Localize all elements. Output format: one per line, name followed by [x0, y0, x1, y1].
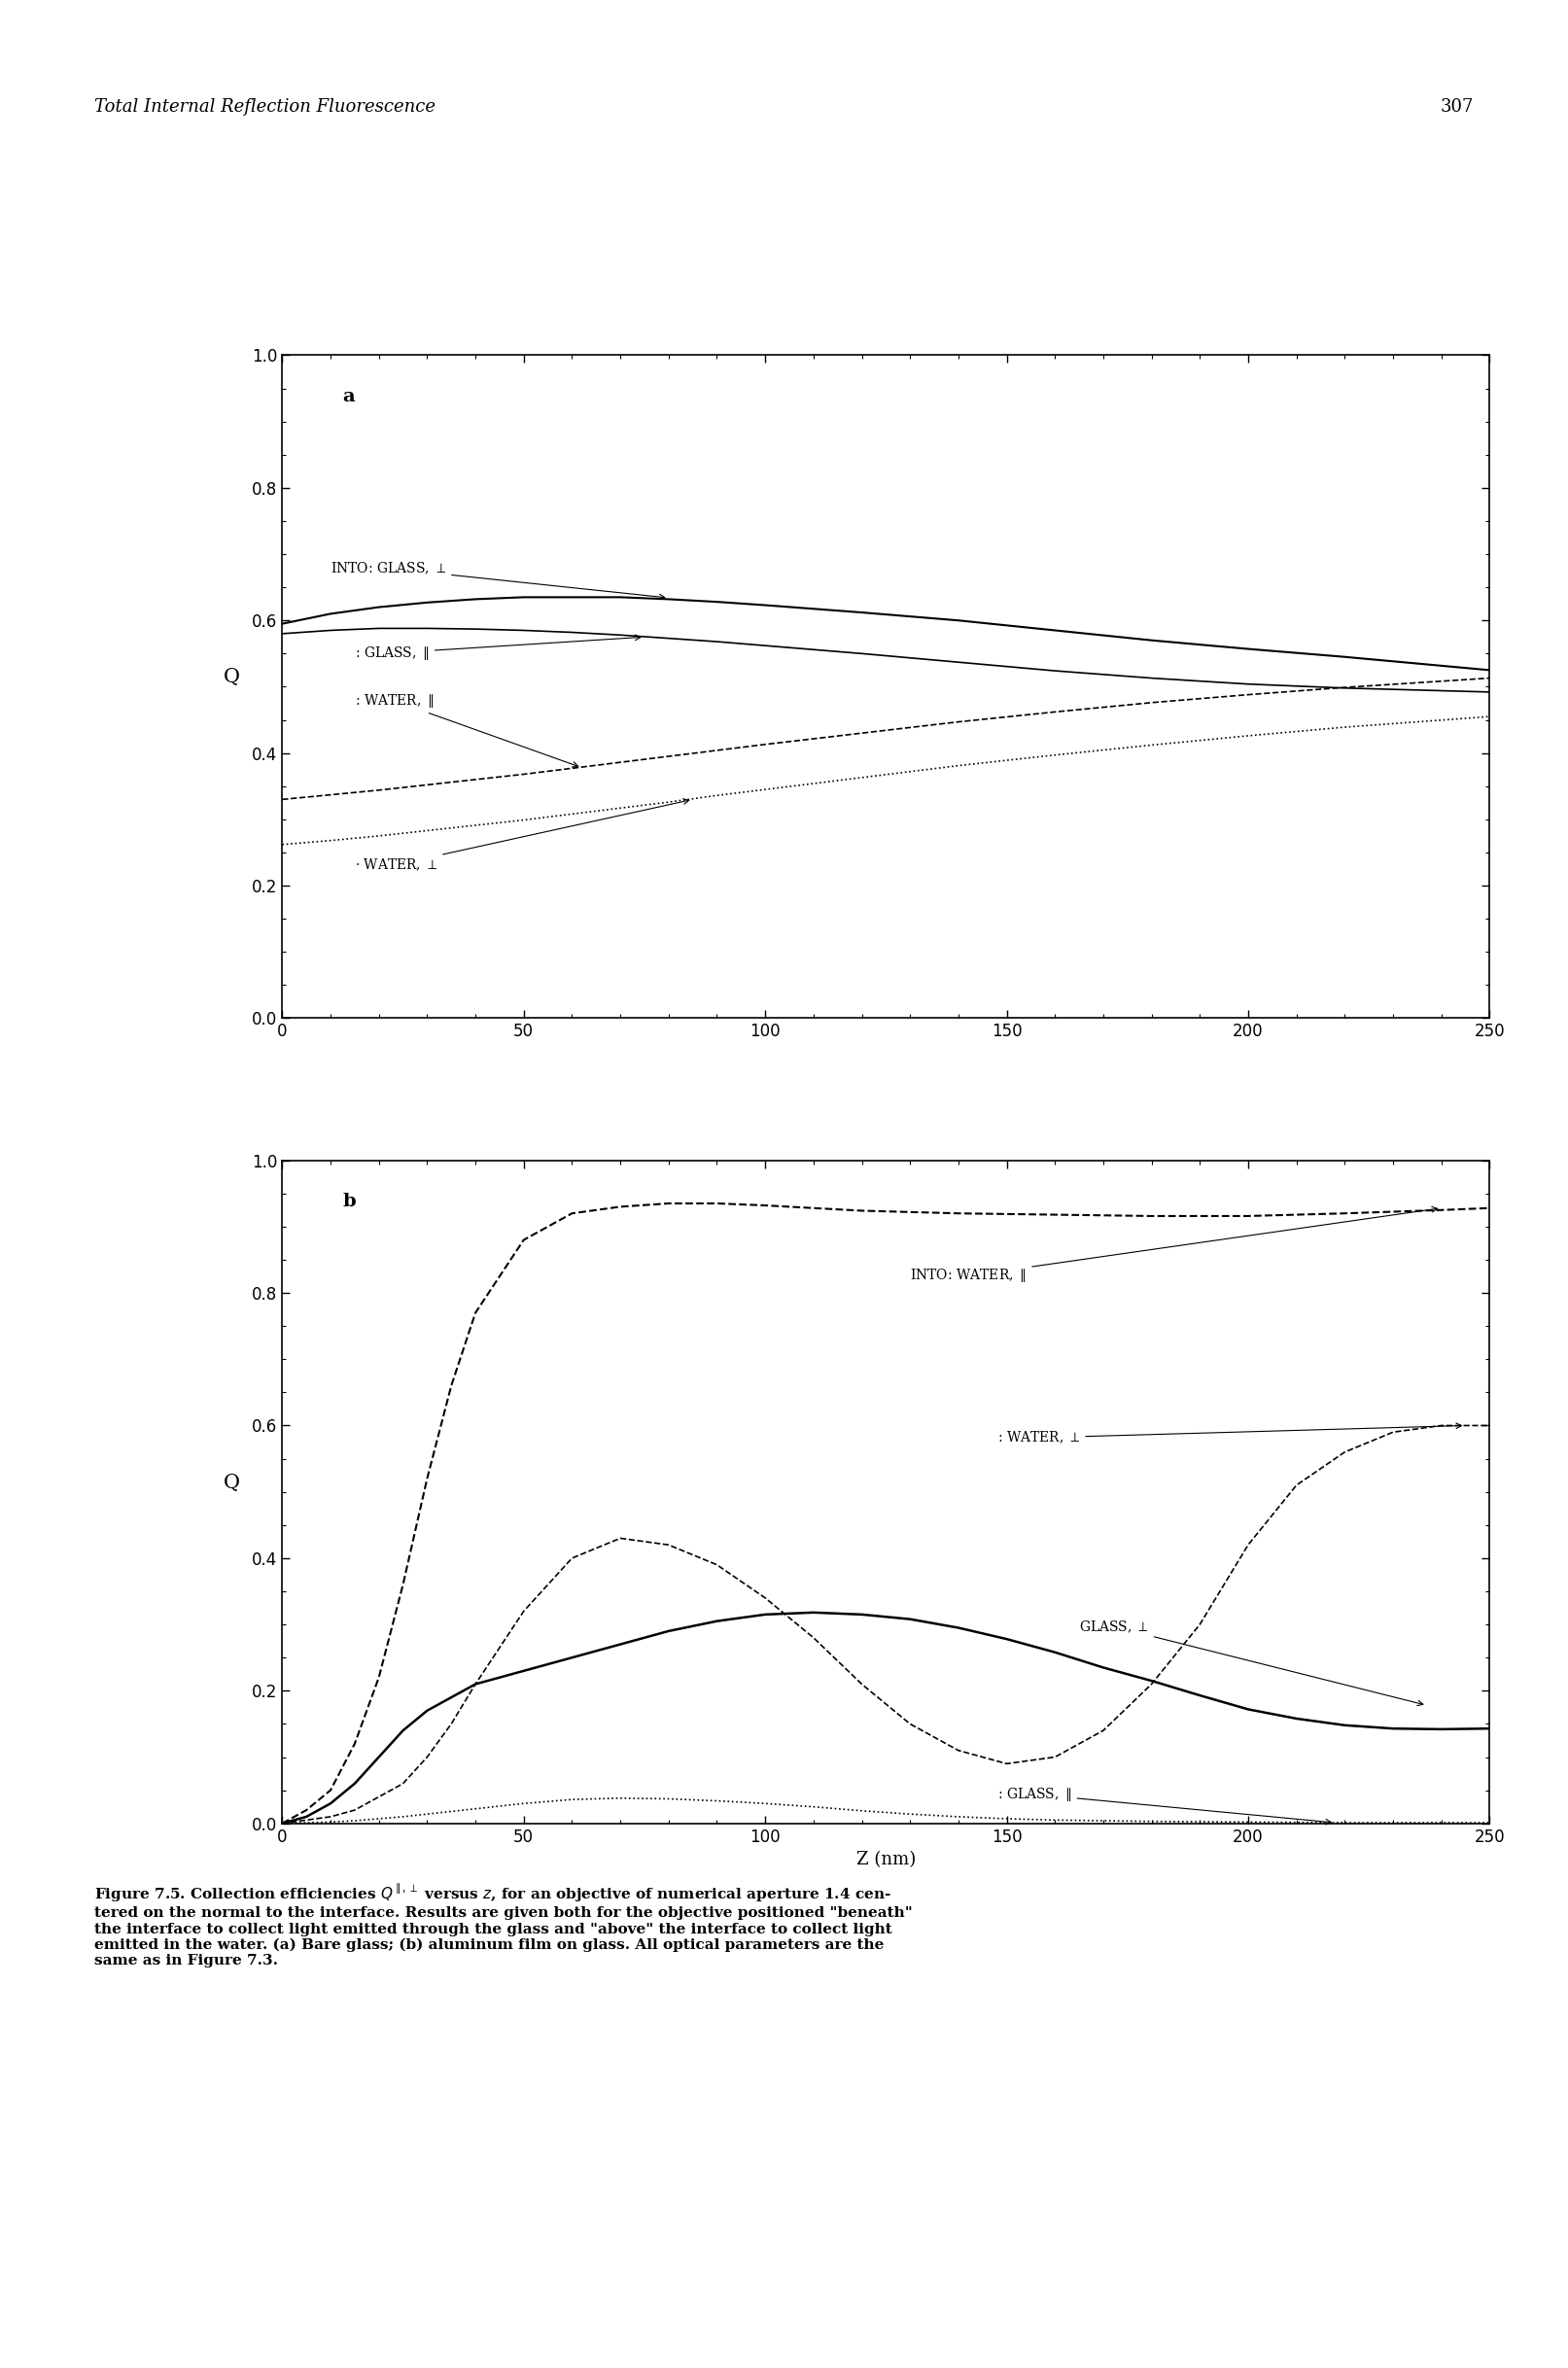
Text: : GLASS, $\parallel$: : GLASS, $\parallel$: [997, 1785, 1331, 1823]
Text: · WATER, $\perp$: · WATER, $\perp$: [354, 798, 688, 874]
Text: b: b: [342, 1193, 356, 1210]
Text: Total Internal Reflection Fluorescence: Total Internal Reflection Fluorescence: [94, 97, 436, 116]
Y-axis label: Q: Q: [223, 1473, 240, 1492]
Text: INTO: WATER, $\parallel$: INTO: WATER, $\parallel$: [909, 1208, 1438, 1283]
Text: : WATER, $\perp$: : WATER, $\perp$: [997, 1423, 1461, 1447]
Text: GLASS, $\perp$: GLASS, $\perp$: [1079, 1620, 1424, 1705]
Text: : GLASS, $\parallel$: : GLASS, $\parallel$: [354, 635, 641, 661]
Text: INTO: GLASS, $\perp$: INTO: GLASS, $\perp$: [331, 561, 665, 599]
Text: a: a: [342, 388, 354, 405]
Text: : WATER, $\parallel$: : WATER, $\parallel$: [354, 691, 579, 767]
X-axis label: Z (nm): Z (nm): [856, 1852, 916, 1868]
Y-axis label: Q: Q: [223, 668, 240, 687]
Text: 307: 307: [1441, 97, 1474, 116]
Text: Figure 7.5. Collection efficiencies $Q^{\parallel,\perp}$ versus $z$, for an obj: Figure 7.5. Collection efficiencies $Q^{…: [94, 1883, 913, 1968]
